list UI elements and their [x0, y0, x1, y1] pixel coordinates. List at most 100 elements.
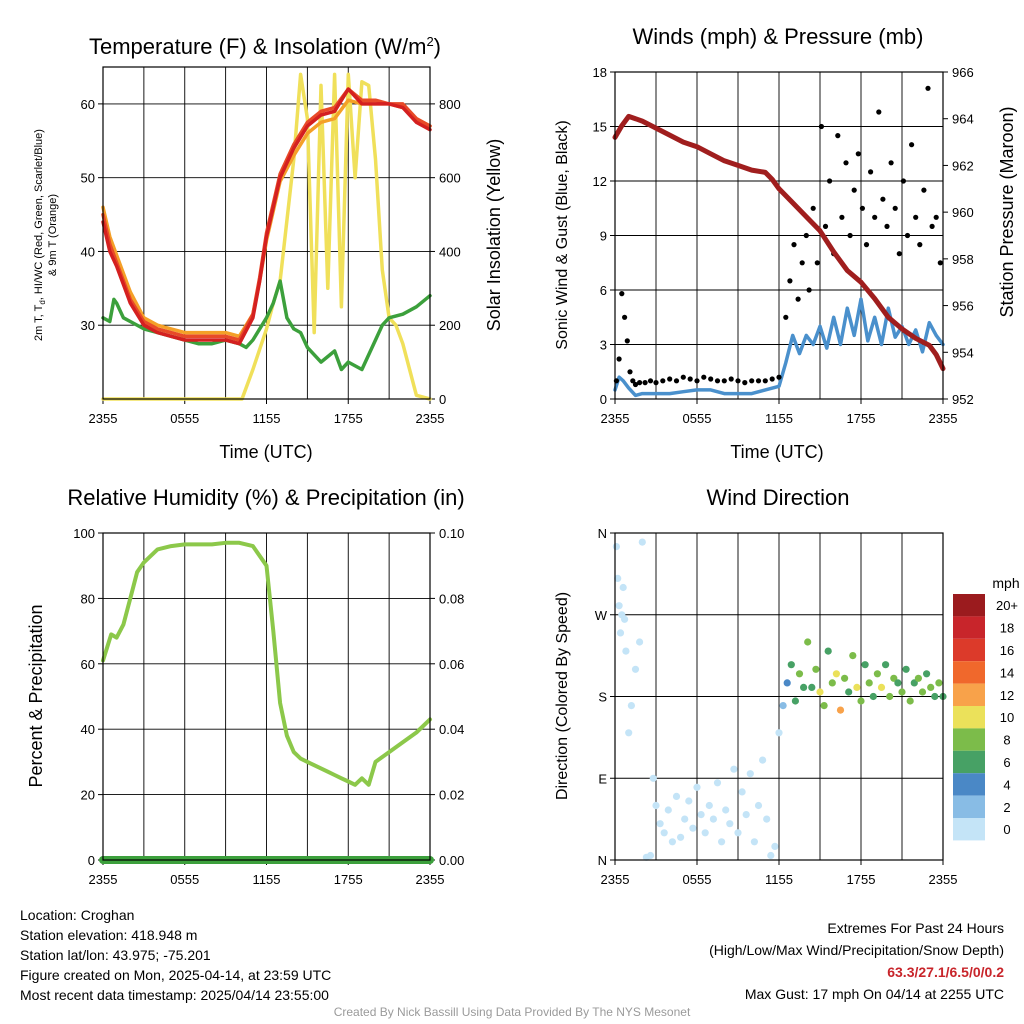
max-gust: Max Gust: 17 mph On 04/14 at 2255 UTC: [744, 986, 1004, 1002]
legend-swatch: [953, 683, 985, 706]
gust-point: [859, 205, 866, 211]
station-latlon: Station lat/lon: 43.975; -75.201: [20, 947, 211, 963]
direction-point: [656, 820, 664, 828]
x-tick-label: 1755: [334, 872, 363, 887]
gust-point: [933, 214, 939, 220]
gust-point: [622, 314, 628, 320]
gust-point: [896, 251, 902, 257]
y-tick-label: 9: [600, 229, 607, 244]
direction-point: [734, 829, 742, 837]
direction-point: [709, 815, 718, 823]
legend-swatch: [953, 818, 985, 841]
gust-point: [755, 378, 762, 384]
gust-point: [880, 196, 886, 202]
y-tick-label: 20: [81, 788, 95, 803]
gust-point: [892, 205, 898, 211]
y2-tick-label: 0.06: [439, 657, 464, 672]
direction-point: [677, 833, 685, 841]
gust-point: [728, 376, 734, 382]
gust-point: [619, 291, 625, 297]
direction-point: [808, 683, 816, 692]
x-tick-label: 1155: [253, 411, 281, 426]
y-tick-label: S: [598, 690, 607, 705]
gust-point: [814, 260, 820, 266]
gust-point: [653, 380, 659, 386]
legend-label: 12: [1000, 688, 1014, 703]
direction-point: [619, 583, 627, 592]
gust-point: [803, 232, 809, 239]
direction-point: [763, 815, 771, 823]
series-line-td: [101, 279, 432, 372]
direction-point: [718, 838, 726, 846]
y-tick-label: W: [595, 608, 608, 623]
y-tick-label: 50: [81, 171, 95, 186]
direction-point: [614, 574, 622, 583]
y-tick-label: 6: [600, 283, 607, 298]
x-tick-label: 2355: [89, 411, 118, 426]
gust-point: [888, 160, 894, 166]
y2-tick-label: 600: [439, 171, 461, 186]
gust-point: [787, 278, 793, 284]
temperature-x-axis-label: Time (UTC): [219, 442, 312, 462]
temperature-right-axis-label: Solar Insolation (Yellow): [484, 139, 504, 331]
gust-point: [863, 242, 870, 248]
legend-label: 10: [1000, 710, 1014, 725]
direction-point: [923, 670, 931, 678]
direction-point: [824, 647, 832, 655]
gust-point: [708, 376, 714, 382]
x-tick-label: 2355: [601, 411, 630, 426]
legend-label: 18: [1000, 621, 1014, 636]
gust-point: [839, 214, 845, 220]
gust-point: [818, 123, 825, 130]
plot-border: [102, 66, 431, 400]
x-tick-label: 2355: [601, 872, 630, 887]
legend-swatch: [953, 706, 985, 729]
winds-x-axis-label: Time (UTC): [730, 442, 823, 462]
gust-point: [721, 378, 727, 384]
gust-point: [806, 287, 812, 293]
x-tick-label: 0555: [170, 872, 199, 887]
direction-point: [697, 811, 705, 819]
direction-point: [649, 774, 657, 782]
y-tick-label: E: [598, 771, 607, 786]
direction-point: [779, 702, 787, 710]
credit-line: Created By Nick Bassill Using Data Provi…: [333, 1005, 691, 1019]
gust-point: [937, 260, 943, 266]
direction-point: [615, 602, 623, 610]
direction-point: [771, 842, 779, 851]
direction-point: [689, 824, 697, 832]
direction-point: [759, 756, 767, 764]
gust-point: [749, 378, 755, 384]
gust-point: [921, 187, 927, 193]
gust-point: [791, 242, 797, 248]
direction-point: [646, 851, 655, 860]
legend-label: 0: [1003, 822, 1010, 837]
direction-point: [685, 797, 693, 805]
direction-point: [836, 706, 845, 714]
direction-point: [882, 661, 890, 669]
legend-swatch: [953, 661, 985, 684]
x-tick-label: 2355: [929, 872, 958, 887]
direction-point: [812, 665, 820, 673]
gust-point: [714, 378, 721, 384]
gust-point: [769, 376, 775, 382]
direction-point: [701, 829, 709, 837]
y2-tick-label: 400: [439, 244, 461, 259]
gust-point: [637, 380, 643, 386]
series-line-2m-t: [101, 87, 432, 346]
direction-point: [795, 670, 804, 678]
direction-point: [713, 779, 722, 787]
gust-point: [795, 296, 801, 302]
direction-point: [890, 674, 898, 682]
x-tick-label: 2355: [89, 872, 118, 887]
direction-point: [612, 543, 621, 551]
direction-point: [730, 765, 738, 773]
gust-point: [647, 378, 654, 384]
direction-point: [625, 729, 633, 737]
gust-point: [904, 232, 911, 239]
gust-point: [913, 214, 919, 220]
direction-point: [668, 838, 677, 846]
temperature-left-axis-label-line2: & 9m T (Orange): [47, 194, 59, 276]
direction-point: [787, 661, 795, 669]
